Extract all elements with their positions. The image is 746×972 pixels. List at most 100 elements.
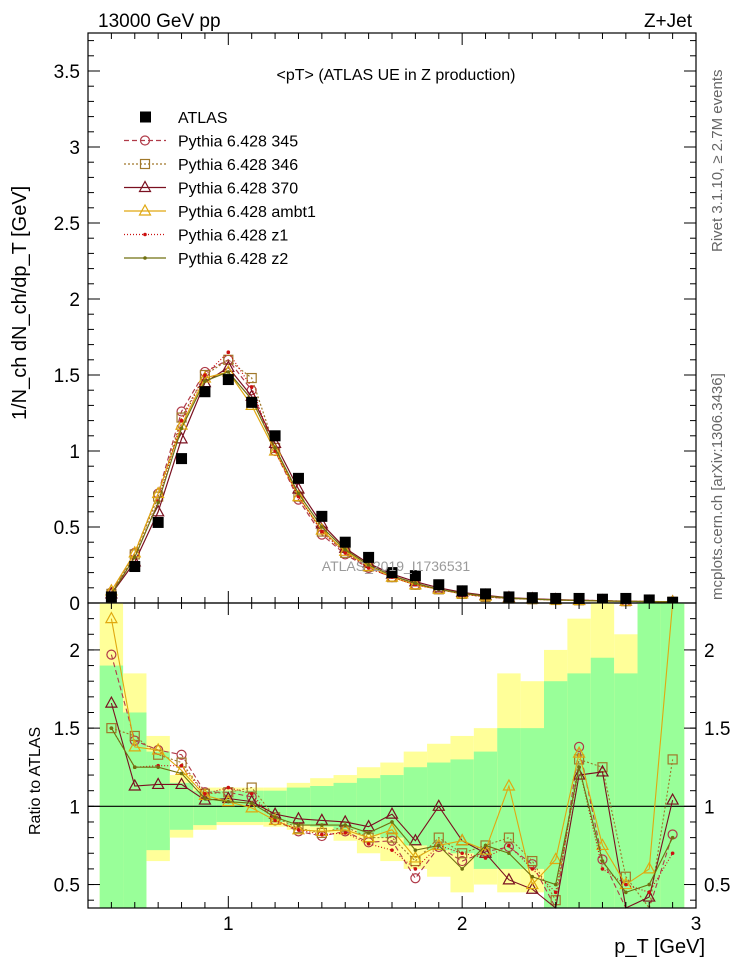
band-inner [497, 728, 521, 869]
ratio-point [413, 848, 418, 852]
ratio-point [433, 832, 444, 843]
x-axis-label: p_T [GeV] [614, 936, 705, 958]
series-point [268, 443, 282, 456]
y-tick-label: 1.5 [54, 366, 80, 387]
legend-label: Pythia 6.428 z2 [178, 251, 288, 268]
ratio-point [530, 867, 535, 871]
series-point [291, 489, 305, 502]
ratio-point [109, 726, 114, 730]
series-point [366, 566, 371, 570]
x-tick-label: 3 [691, 914, 702, 935]
ratio-point [245, 800, 259, 813]
main-panel: 0 0.5 1 1.5 2 2.5 3 3.5 ATLAS Pythia 6.428 345 Pyt… [54, 32, 697, 615]
watermark: ATLAS_2019_I1736531 [322, 558, 471, 574]
atlas-point [199, 386, 211, 398]
ratio-point [432, 838, 446, 851]
series-point [179, 418, 184, 423]
ratio-point [179, 763, 184, 768]
ratio-point [666, 792, 680, 805]
ratio-y-tick-label: 1 [69, 797, 80, 818]
ratio-point [577, 765, 581, 770]
ratio-point [386, 832, 398, 843]
ratio-y-tick-label: 1.5 [54, 719, 80, 740]
ratio-y-tick-label: 0.5 [54, 876, 80, 897]
ratio-point [600, 859, 605, 863]
ratio-point [245, 794, 259, 807]
ratio-point [460, 867, 464, 871]
band-inner [520, 728, 544, 869]
ratio-point [642, 861, 656, 874]
ratio-point [249, 792, 254, 796]
ratio-point [291, 822, 305, 835]
ratio-point [175, 777, 189, 790]
ratio-point [597, 854, 608, 865]
legend-label: Pythia 6.428 345 [178, 134, 298, 151]
legend-label: ATLAS [178, 110, 228, 127]
atlas-point [269, 430, 281, 442]
ratio-point [595, 764, 609, 777]
legend-marker [139, 158, 151, 170]
band-inner [123, 712, 147, 908]
band-inner [567, 673, 591, 908]
ratio-point [268, 813, 282, 826]
ratio-point [390, 820, 394, 824]
ratio-point [436, 843, 441, 848]
ratio-y-tick-label-right: 1 [704, 797, 715, 818]
ratio-series-z2 [109, 726, 675, 895]
series-point [223, 354, 234, 365]
ratio-point [106, 649, 117, 660]
ratio-point [549, 852, 563, 865]
series-point [320, 525, 324, 529]
ratio-point [647, 882, 652, 887]
atlas-point [316, 510, 328, 522]
ratio-point [624, 890, 628, 895]
legend-label: Pythia 6.428 ambt1 [178, 204, 316, 221]
ratio-point [642, 889, 656, 902]
ratio-point [670, 851, 675, 856]
atlas-point [176, 453, 188, 465]
ratio-point [343, 823, 348, 827]
ratio-point [273, 818, 277, 823]
mcplots-label: mcplots.cern.ch [arXiv:1306.3436] [709, 373, 726, 600]
ratio-point [128, 778, 142, 791]
atlas-point [129, 561, 141, 573]
legend: ATLAS Pythia 6.428 345 Pythia 6.428 346 Pyt… [124, 110, 316, 268]
ratio-point [226, 785, 231, 790]
ratio-point [320, 823, 324, 827]
ratio-frame [87, 602, 697, 909]
ratio-point [595, 838, 609, 851]
atlas-point [503, 591, 515, 603]
ratio-point [670, 835, 675, 840]
ratio-point [432, 799, 446, 811]
atlas-point [363, 551, 375, 563]
ratio-point [366, 842, 371, 846]
ratio-point [455, 833, 469, 846]
series-point [226, 350, 231, 355]
ratio-point [503, 832, 515, 843]
y-tick-label: 1 [69, 442, 80, 463]
ratio-point [525, 877, 539, 890]
ratio-y-axis-label: Ratio to ATLAS [27, 727, 44, 835]
ratio-point [573, 741, 585, 752]
series-point [132, 555, 137, 560]
ratio-point [457, 855, 468, 867]
ratio-point [553, 890, 558, 895]
series-point [203, 373, 207, 377]
ratio-point [104, 695, 118, 708]
band-inner [99, 665, 124, 908]
atlas-point [480, 588, 492, 600]
ratio-point [527, 855, 538, 867]
x-tick-label: 1 [223, 914, 234, 935]
series-point [151, 504, 165, 517]
ratio-point [151, 777, 165, 790]
ratio-point [132, 765, 137, 770]
series-point [343, 548, 348, 552]
legend-marker [143, 256, 147, 260]
ratio-point [203, 796, 207, 801]
ratio-y-tick-label: 2 [69, 641, 80, 662]
atlas-point [152, 516, 164, 528]
series-point [362, 559, 376, 572]
atlas-point [456, 585, 468, 597]
series-point [296, 491, 301, 496]
